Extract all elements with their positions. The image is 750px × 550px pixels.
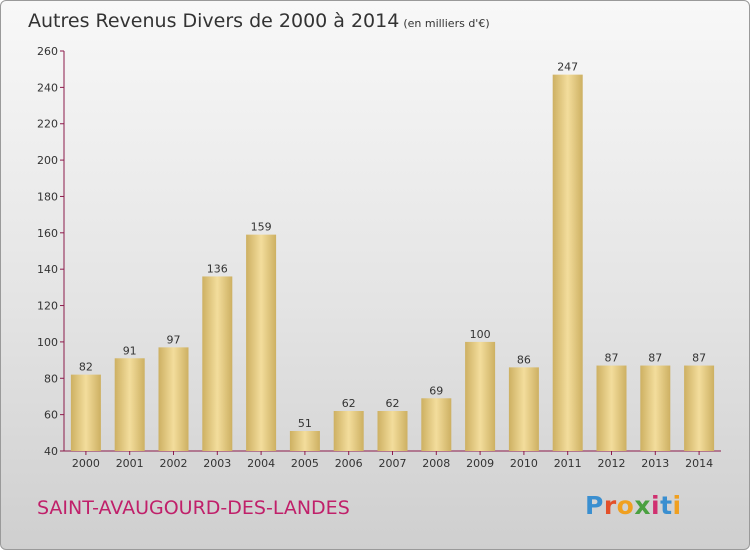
- commune-name: SAINT-AVAUGOURD-DES-LANDES: [37, 497, 350, 519]
- x-axis: 2000 2001 2002 2003 2004 2005 2006 2007 2008 2009…: [64, 450, 721, 470]
- title-text: Autres Revenus Divers de 2000 à 2014: [28, 10, 400, 32]
- bar-2005: [289, 431, 320, 451]
- chart-subtitle: (en milliers d'€): [403, 17, 490, 30]
- y-tick-label: 40: [44, 445, 58, 458]
- bar-2014: [684, 365, 715, 451]
- logo-letter: t: [660, 491, 673, 520]
- x-tick-label-2005: 2005: [291, 457, 319, 470]
- bar-2004: [246, 234, 277, 451]
- x-tick-label-2004: 2004: [247, 457, 275, 470]
- x-tick-label-2003: 2003: [203, 457, 231, 470]
- y-tick-label: 180: [37, 190, 58, 203]
- y-tick-label: 120: [37, 300, 58, 313]
- data-label-2010: 86: [517, 353, 531, 366]
- bar-2011: [552, 74, 583, 452]
- bar-2006: [333, 411, 364, 451]
- bar-2003: [202, 276, 233, 451]
- data-label-2006: 62: [342, 397, 356, 410]
- logo-letter: o: [616, 491, 635, 520]
- logo-letter: i: [672, 491, 682, 520]
- bar-2012: [596, 365, 627, 451]
- data-label-2001: 91: [123, 344, 137, 357]
- data-label-2008: 69: [429, 384, 443, 397]
- x-tick-label-2012: 2012: [598, 457, 626, 470]
- y-tick-label: 200: [37, 154, 58, 167]
- data-label-2009: 100: [470, 328, 491, 341]
- data-label-2007: 62: [386, 397, 400, 410]
- bar-2009: [465, 341, 496, 451]
- data-label-2014: 87: [692, 352, 706, 365]
- x-tick-label-2007: 2007: [379, 457, 407, 470]
- data-label-2004: 159: [251, 221, 272, 234]
- data-label-2002: 97: [167, 333, 181, 346]
- bar-2010: [508, 367, 539, 451]
- data-label-2003: 136: [207, 262, 228, 275]
- logo-letter: r: [603, 491, 617, 520]
- x-tick-label-2010: 2010: [510, 457, 538, 470]
- x-tick-label-2014: 2014: [685, 457, 713, 470]
- data-label-2000: 82: [79, 361, 93, 374]
- bar-2007: [377, 411, 408, 451]
- x-tick-label-2001: 2001: [116, 457, 144, 470]
- y-tick-label: 80: [44, 372, 58, 385]
- data-labels: 82 91 97 136 159 51 62 62 69 100 86 247 87 87 87: [79, 61, 706, 430]
- x-tick-label-2011: 2011: [554, 457, 582, 470]
- y-tick-label: 100: [37, 336, 58, 349]
- y-tick-label: 260: [37, 45, 58, 58]
- bars: [70, 74, 715, 452]
- bar-2002: [158, 347, 189, 451]
- data-label-2012: 87: [605, 352, 619, 365]
- x-tick-label-2006: 2006: [335, 457, 363, 470]
- y-tick-label: 240: [37, 81, 58, 94]
- y-tick-label: 220: [37, 118, 58, 131]
- x-tick-label-2009: 2009: [466, 457, 494, 470]
- logo-letter: P: [585, 491, 604, 520]
- x-tick-label-2008: 2008: [422, 457, 450, 470]
- y-tick-label: 160: [37, 227, 58, 240]
- logo-letter: i: [651, 491, 661, 520]
- x-tick-label-2002: 2002: [160, 457, 188, 470]
- x-tick-label-2000: 2000: [72, 457, 100, 470]
- bar-2013: [640, 365, 671, 451]
- data-label-2011: 247: [557, 61, 578, 74]
- y-tick-label: 60: [44, 409, 58, 422]
- data-label-2013: 87: [648, 352, 662, 365]
- logo-letter: x: [634, 491, 651, 520]
- bar-2000: [70, 374, 101, 451]
- chart-title: Autres Revenus Divers de 2000 à 2014 (en …: [28, 10, 490, 32]
- proxiti-logo[interactable]: Proxiti: [585, 491, 682, 520]
- x-tick-label-2013: 2013: [641, 457, 669, 470]
- bar-2001: [114, 358, 145, 451]
- data-label-2005: 51: [298, 417, 312, 430]
- bar-2008: [421, 398, 452, 451]
- y-axis: 40 60 80 100 120 140 160 180 200 220 240 260: [37, 45, 65, 458]
- y-tick-label: 140: [37, 263, 58, 276]
